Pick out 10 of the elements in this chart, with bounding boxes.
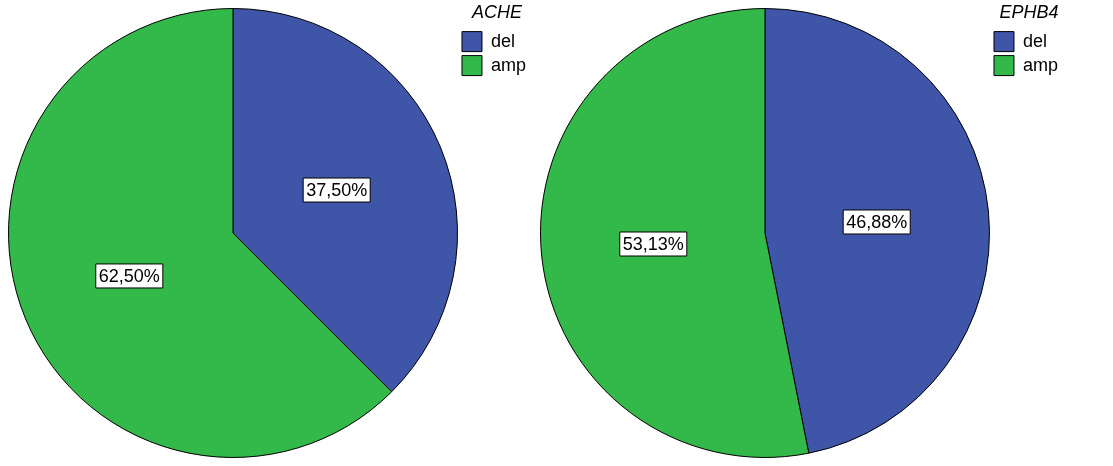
data-label: 53,13% [622,233,684,254]
legend-label: amp [490,54,526,75]
data-label: 37,50% [306,180,368,201]
legend-label: del [490,30,516,51]
legend-title: EPHB4 [999,2,1059,22]
legend-label: amp [1022,54,1058,75]
data-label: 62,50% [98,265,160,286]
legend-title: ACHE [470,2,523,22]
data-label: 46,88% [846,211,908,232]
legend-label: del [1022,30,1048,51]
